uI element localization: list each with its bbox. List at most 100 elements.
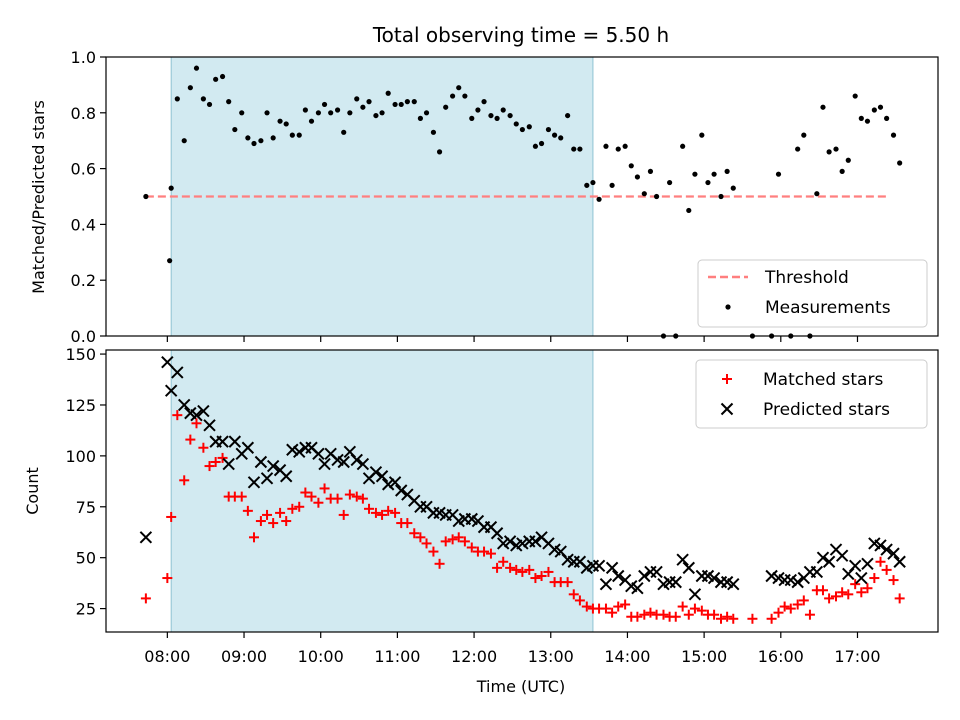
matched-star-point: [696, 605, 707, 616]
measurement-point: [558, 135, 564, 141]
matched-star-point: [166, 511, 177, 522]
predicted-star-point: [612, 569, 625, 583]
measurement-point: [897, 160, 903, 166]
measurement-point: [641, 191, 647, 197]
matched-star-point: [574, 595, 585, 606]
x-tick-label: 17:00: [834, 647, 880, 666]
bottom-y-tick-label: 125: [65, 396, 96, 415]
measurement-point: [481, 99, 487, 105]
measurement-point: [680, 143, 686, 149]
matched-star-point: [620, 599, 631, 610]
matched-star-point: [287, 503, 298, 514]
measurement-point: [711, 171, 717, 177]
chart-title: Total observing time = 5.50 h: [372, 23, 669, 47]
top-legend-box: [697, 259, 928, 328]
measurement-point: [226, 99, 232, 105]
matched-star-point: [440, 536, 451, 547]
predicted-star-point: [171, 366, 184, 379]
measurement-point: [864, 118, 871, 124]
predicted-star-point: [605, 561, 619, 575]
predicted-star-point: [848, 559, 862, 573]
measurement-point: [839, 168, 845, 174]
predicted-legend-swatch: [720, 402, 734, 416]
predicted-star-point: [337, 455, 350, 469]
matched-star-point: [319, 483, 330, 494]
predicted-star-point: [529, 535, 542, 548]
top-panel: 0.0 0.2 0.4 0.6 0.8 1.0 Matched/Predicted sta…: [29, 48, 939, 346]
measurement-point: [462, 93, 468, 99]
matched-star-point: [453, 532, 464, 543]
matched-star-point: [894, 593, 905, 604]
measurement-point: [423, 110, 430, 116]
predicted-star-point: [178, 398, 191, 412]
predicted-star-point: [197, 404, 210, 418]
predicted-star-point: [835, 549, 849, 562]
predicted-star-point: [503, 535, 517, 548]
predicted-star-point: [765, 569, 778, 583]
measurement-point: [379, 110, 385, 116]
predicted-star-point: [350, 453, 363, 467]
measurement-point: [289, 132, 295, 138]
measurement-point: [634, 174, 641, 180]
measurement-point: [488, 112, 494, 119]
matched-star-point: [434, 558, 445, 569]
measurement-point: [730, 185, 736, 191]
measurement-point: [167, 258, 173, 264]
measurement-point: [392, 101, 398, 108]
matched-star-point: [505, 562, 516, 573]
measurement-point: [795, 146, 801, 152]
matched-star-point: [459, 536, 470, 547]
bottom-panel: 25 50 75 100 125 150 08:00 09:00 10:00 11:00 12:0…: [23, 345, 939, 696]
top-y-axis-label: Matched/Predicted stars: [29, 100, 48, 294]
matched-star-point: [275, 507, 286, 518]
bottom-plot-frame: [105, 349, 939, 633]
predicted-star-point: [822, 555, 836, 568]
predicted-star-point: [222, 457, 235, 471]
matched-star-point: [179, 475, 190, 486]
predicted-star-point: [395, 484, 408, 497]
measurement-point: [174, 96, 180, 102]
predicted-star-point: [228, 435, 242, 448]
measurement-point: [577, 146, 583, 152]
predicted-star-point: [241, 441, 255, 454]
measurement-point: [219, 73, 226, 80]
measurement-point: [373, 112, 379, 119]
measurement-point: [692, 171, 698, 177]
predicted-star-point: [161, 356, 174, 369]
measurement-point: [814, 191, 820, 197]
matched-star-point: [281, 516, 292, 527]
matched-star-point: [581, 601, 592, 612]
measurement-point: [245, 135, 251, 141]
measurement-point: [565, 112, 571, 119]
matched-star-point: [613, 601, 624, 612]
measurement-point: [443, 104, 449, 110]
matched-star-point: [370, 507, 381, 518]
matched-star-point: [172, 410, 183, 421]
measurement-point: [181, 138, 187, 144]
matched-star-point: [428, 546, 439, 557]
predicted-star-point: [369, 465, 383, 479]
measurement-point: [270, 135, 276, 141]
measurement-point: [283, 121, 289, 127]
matched-star-point: [530, 573, 541, 584]
measurement-point: [603, 143, 609, 149]
measurement-point: [334, 107, 341, 113]
matched-star-point: [856, 587, 867, 598]
matched-star-point: [639, 609, 650, 620]
predicted-star-point: [497, 537, 510, 550]
top-y-tick-label: 0.6: [71, 160, 96, 179]
predicted-star-point: [887, 547, 900, 560]
measurement-point: [385, 90, 391, 96]
matched-star-point: [248, 532, 259, 543]
predicted-star-point: [260, 472, 274, 485]
matched-star-point: [715, 613, 726, 624]
measurement-point: [302, 107, 308, 113]
x-tick-label: 15:00: [681, 647, 727, 666]
matched-star-point: [728, 613, 739, 624]
measurements-legend-label: Measurements: [765, 298, 891, 318]
matched-star-point: [383, 505, 394, 516]
x-tick-label: 10:00: [298, 647, 344, 666]
matched-star-point: [658, 609, 669, 620]
top-legend: Threshold Measurements: [697, 259, 928, 328]
